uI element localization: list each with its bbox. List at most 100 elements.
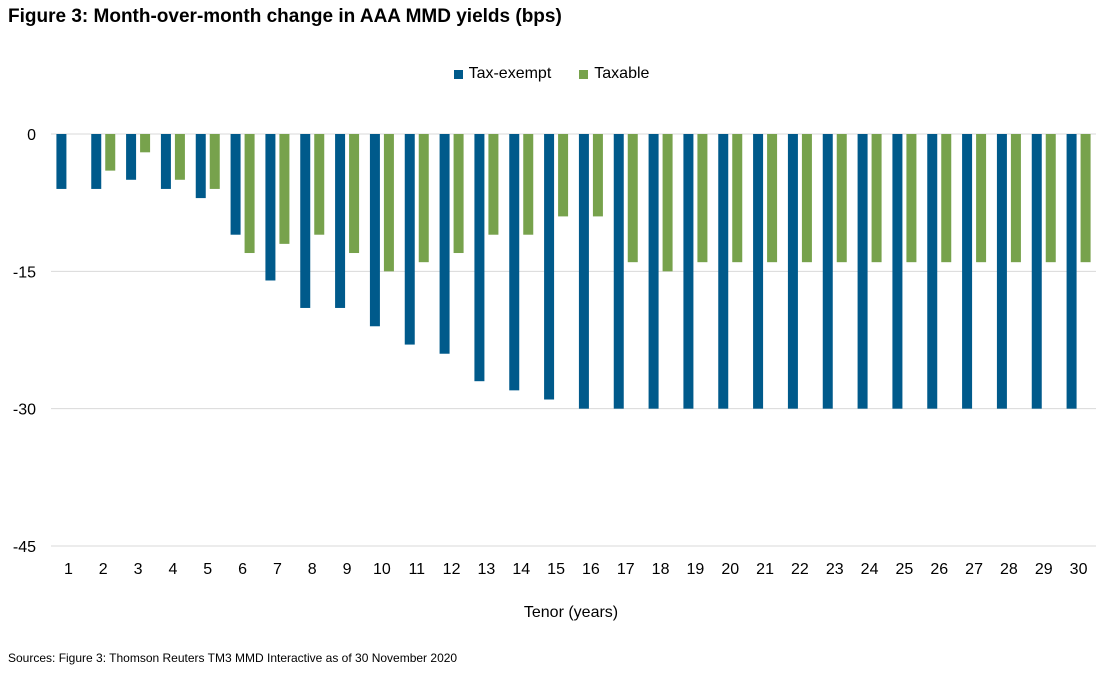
bar-tax-exempt-4	[160, 134, 171, 189]
bar-taxable-23	[836, 134, 847, 263]
bar-tax-exempt-12	[439, 134, 450, 354]
legend-swatch-taxable	[579, 69, 589, 79]
bar-tax-exempt-6	[230, 134, 241, 235]
x-tick-label: 22	[791, 561, 809, 578]
legend-item-tax-exempt: Tax-exempt	[453, 65, 552, 83]
bar-tax-exempt-22	[787, 134, 798, 409]
bar-taxable-18	[662, 134, 673, 272]
bar-taxable-19	[697, 134, 708, 263]
bar-tax-exempt-27	[962, 134, 973, 409]
x-tick-label: 30	[1070, 561, 1088, 578]
bar-tax-exempt-8	[300, 134, 311, 308]
bar-taxable-17	[627, 134, 638, 263]
bar-tax-exempt-3	[126, 134, 137, 180]
bar-taxable-3	[140, 134, 151, 153]
y-tick-label: -15	[13, 264, 36, 281]
bar-tax-exempt-18	[648, 134, 659, 409]
bar-taxable-9	[349, 134, 360, 254]
bar-taxable-11	[418, 134, 429, 263]
bar-taxable-4	[174, 134, 185, 180]
legend-label-tax-exempt: Tax-exempt	[468, 65, 552, 82]
x-tick-label: 1	[64, 561, 73, 578]
bar-tax-exempt-20	[718, 134, 729, 409]
bar-taxable-14	[523, 134, 534, 235]
bar-taxable-22	[801, 134, 812, 263]
x-tick-label: 25	[896, 561, 914, 578]
y-tick-label: -30	[13, 402, 36, 419]
x-tick-label: 21	[756, 561, 774, 578]
x-tick-label: 16	[582, 561, 600, 578]
legend-label-taxable: Taxable	[594, 65, 650, 82]
bar-taxable-13	[488, 134, 499, 235]
x-tick-label: 2	[99, 561, 108, 578]
x-tick-label: 29	[1035, 561, 1053, 578]
bar-tax-exempt-2	[91, 134, 102, 189]
bar-tax-exempt-25	[892, 134, 903, 409]
y-tick-label: 0	[27, 127, 36, 144]
x-tick-label: 6	[238, 561, 247, 578]
source-note: Sources: Figure 3: Thomson Reuters TM3 M…	[8, 651, 458, 665]
bar-tax-exempt-24	[857, 134, 868, 409]
y-tick-label: -45	[13, 539, 36, 556]
bar-taxable-30	[1080, 134, 1091, 263]
bar-taxable-29	[1045, 134, 1056, 263]
bar-taxable-16	[592, 134, 603, 217]
x-tick-label: 13	[478, 561, 496, 578]
bar-taxable-2	[105, 134, 116, 171]
x-tick-label: 4	[168, 561, 177, 578]
bar-tax-exempt-10	[369, 134, 380, 327]
bar-tax-exempt-5	[195, 134, 206, 199]
bar-tax-exempt-21	[753, 134, 764, 409]
x-tick-label: 11	[408, 561, 425, 578]
bar-taxable-8	[314, 134, 325, 235]
x-tick-label: 8	[308, 561, 317, 578]
x-tick-label: 28	[1000, 561, 1018, 578]
bar-taxable-10	[383, 134, 394, 272]
legend-item-taxable: Taxable	[579, 65, 649, 83]
legend: Tax-exempt Taxable	[0, 65, 1103, 83]
bar-taxable-15	[558, 134, 569, 217]
bar-tax-exempt-17	[613, 134, 624, 409]
bar-tax-exempt-29	[1031, 134, 1042, 409]
bar-tax-exempt-28	[996, 134, 1007, 409]
x-tick-label: 9	[343, 561, 352, 578]
bar-taxable-6	[244, 134, 255, 254]
bar-taxable-26	[941, 134, 952, 263]
x-tick-label: 15	[547, 561, 565, 578]
x-tick-label: 5	[203, 561, 212, 578]
bar-taxable-24	[871, 134, 882, 263]
x-tick-label: 27	[965, 561, 983, 578]
x-tick-label: 24	[861, 561, 879, 578]
bar-tax-exempt-19	[683, 134, 694, 409]
bar-tax-exempt-14	[509, 134, 520, 391]
bar-tax-exempt-1	[56, 134, 67, 189]
bar-tax-exempt-16	[578, 134, 589, 409]
x-tick-label: 10	[373, 561, 391, 578]
bar-taxable-25	[906, 134, 917, 263]
x-tick-label: 26	[930, 561, 948, 578]
figure-title: Figure 3: Month-over-month change in AAA…	[8, 6, 562, 27]
x-tick-label: 17	[617, 561, 635, 578]
bar-tax-exempt-30	[1066, 134, 1077, 409]
x-tick-label: 3	[134, 561, 143, 578]
bar-tax-exempt-7	[265, 134, 276, 281]
x-tick-label: 7	[273, 561, 282, 578]
bar-taxable-20	[732, 134, 743, 263]
bar-taxable-5	[209, 134, 220, 189]
legend-swatch-tax-exempt	[453, 69, 463, 79]
bar-tax-exempt-11	[404, 134, 415, 345]
bar-tax-exempt-13	[474, 134, 485, 382]
bar-tax-exempt-23	[822, 134, 833, 409]
bar-taxable-28	[1010, 134, 1021, 263]
x-tick-label: 19	[687, 561, 705, 578]
bar-tax-exempt-26	[927, 134, 938, 409]
x-tick-label: 23	[826, 561, 844, 578]
x-tick-label: 12	[443, 561, 461, 578]
x-tick-label: 18	[652, 561, 670, 578]
x-axis-title: Tenor (years)	[524, 604, 618, 621]
bar-taxable-21	[767, 134, 778, 263]
bar-tax-exempt-9	[335, 134, 346, 308]
bar-tax-exempt-15	[544, 134, 555, 400]
bar-taxable-27	[976, 134, 987, 263]
